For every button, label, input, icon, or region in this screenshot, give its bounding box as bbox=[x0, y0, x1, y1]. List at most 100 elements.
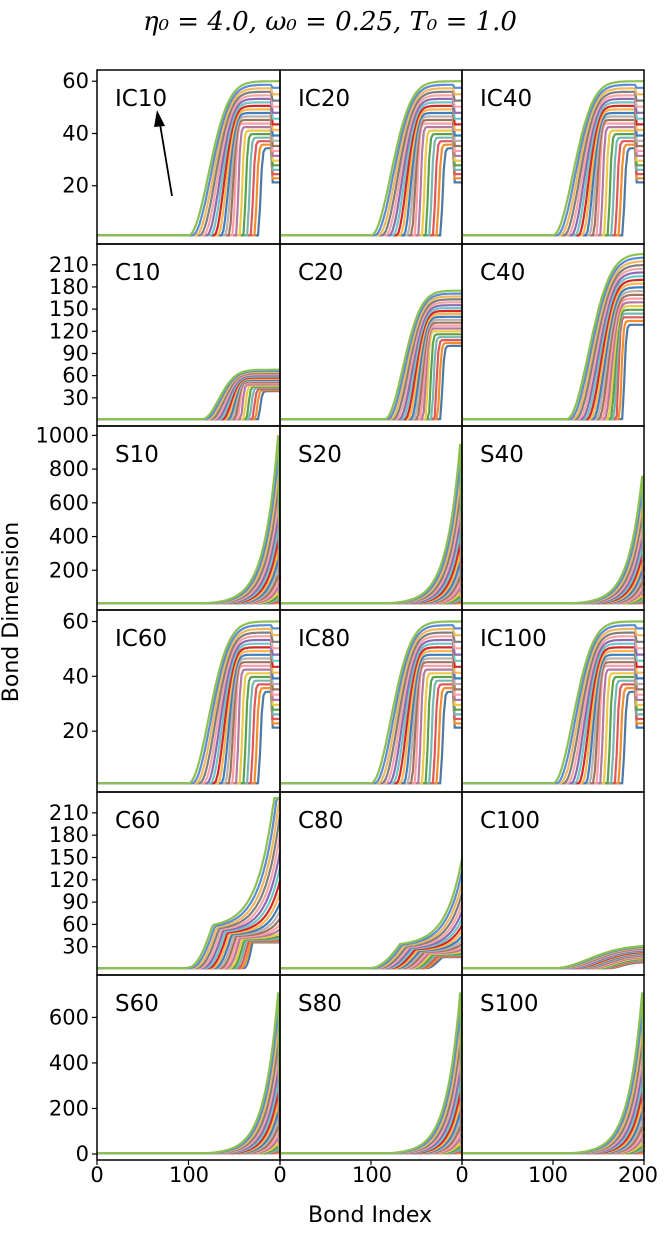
y-tick-label: 120 bbox=[49, 868, 89, 892]
panel-label: S60 bbox=[115, 991, 159, 1017]
chart-panel: S10 200 400 600 800 1000 bbox=[36, 423, 282, 611]
series-line bbox=[280, 1009, 464, 1155]
chart-panel: S60 0 200 400 600 bbox=[49, 974, 282, 1166]
panel-label: C100 bbox=[480, 808, 540, 834]
panel-label: IC40 bbox=[480, 86, 532, 112]
series-line bbox=[280, 443, 464, 605]
y-tick-label: 600 bbox=[49, 491, 89, 515]
series-line bbox=[97, 992, 282, 1155]
series-line bbox=[280, 460, 464, 605]
y-tick-label: 200 bbox=[49, 1096, 89, 1120]
series-line bbox=[280, 140, 462, 237]
panel-label: S40 bbox=[480, 442, 524, 468]
panel-label: S100 bbox=[480, 991, 539, 1017]
y-tick-label: 120 bbox=[49, 319, 89, 343]
series-line bbox=[462, 140, 644, 237]
series-line bbox=[462, 992, 646, 1155]
y-tick-label: 90 bbox=[62, 341, 89, 365]
series-line bbox=[462, 683, 644, 785]
series-line bbox=[97, 796, 280, 970]
y-tick-label: 400 bbox=[49, 1051, 89, 1075]
panel-label: IC100 bbox=[480, 626, 547, 652]
panel-label: C40 bbox=[480, 260, 525, 286]
y-tick-label: 40 bbox=[62, 664, 89, 688]
chart-panel: IC100 bbox=[461, 609, 645, 793]
series-line bbox=[97, 80, 280, 237]
panel-label: C60 bbox=[115, 808, 160, 834]
series-line bbox=[462, 475, 646, 605]
chart-title: η₀ = 4.0, ω₀ = 0.25, T₀ = 1.0 bbox=[143, 7, 517, 37]
y-tick-label: 90 bbox=[62, 890, 89, 914]
chart-panel: IC80 bbox=[279, 609, 463, 793]
x-tick-label: 0 bbox=[90, 1163, 103, 1187]
series-line bbox=[280, 80, 462, 237]
series-line bbox=[280, 683, 462, 785]
x-tick-label: 100 bbox=[528, 1163, 568, 1187]
x-tick-label: 100 bbox=[169, 1163, 209, 1187]
x-axis: 0 100 0 100 0 100 200 bbox=[90, 1163, 658, 1187]
series-line bbox=[97, 1009, 282, 1155]
chart-panel: IC40 bbox=[461, 69, 645, 245]
series-line bbox=[97, 140, 280, 237]
chart-panel: C20 bbox=[279, 243, 463, 427]
x-tick-label: 200 bbox=[618, 1163, 658, 1187]
y-tick-label: 20 bbox=[62, 174, 89, 198]
series-line bbox=[462, 1009, 646, 1155]
panel-label: IC60 bbox=[115, 626, 167, 652]
chart-panel: IC10 20 40 60 bbox=[62, 69, 281, 245]
y-tick-label: 180 bbox=[49, 275, 89, 299]
panel-label: IC80 bbox=[298, 626, 350, 652]
y-tick-label: 60 bbox=[62, 912, 89, 936]
y-tick-label: 400 bbox=[49, 525, 89, 549]
arrow-head bbox=[154, 110, 165, 127]
series-line bbox=[97, 683, 280, 785]
series-line bbox=[97, 435, 282, 605]
panel-label: S80 bbox=[298, 991, 342, 1017]
y-tick-label: 0 bbox=[76, 1142, 89, 1166]
arrow-shaft bbox=[159, 123, 173, 197]
x-axis-label: Bond Index bbox=[308, 1203, 432, 1228]
y-tick-label: 30 bbox=[62, 935, 89, 959]
y-tick-label: 150 bbox=[49, 297, 89, 321]
series-line bbox=[462, 252, 645, 421]
panel-label: S10 bbox=[115, 442, 159, 468]
y-tick-label: 800 bbox=[49, 457, 89, 481]
series-line bbox=[280, 620, 462, 785]
series-line bbox=[97, 892, 282, 970]
y-tick-label: 180 bbox=[49, 823, 89, 847]
y-tick-label: 60 bbox=[62, 364, 89, 388]
y-tick-label: 150 bbox=[49, 845, 89, 869]
series-line bbox=[97, 453, 282, 605]
chart-panel: S100 bbox=[461, 974, 646, 1165]
x-tick-label: 100 bbox=[352, 1163, 392, 1187]
y-tick-label: 200 bbox=[49, 558, 89, 582]
y-axis-label: Bond Dimension bbox=[0, 522, 24, 702]
series-line bbox=[462, 944, 645, 970]
y-tick-label: 30 bbox=[62, 386, 89, 410]
series-line bbox=[280, 289, 462, 421]
chart-panel: S40 bbox=[461, 425, 646, 611]
panel-label: IC20 bbox=[298, 86, 350, 112]
series-line bbox=[462, 620, 644, 785]
series-line bbox=[97, 932, 281, 970]
panel-label: S20 bbox=[298, 442, 342, 468]
y-tick-label: 60 bbox=[62, 69, 89, 93]
chart-panel: S80 bbox=[279, 974, 464, 1165]
chart-panel: C40 bbox=[461, 243, 645, 427]
x-tick-label: 0 bbox=[455, 1163, 468, 1187]
chart-panel: C80 bbox=[279, 791, 464, 976]
chart-panel: S20 bbox=[279, 425, 464, 611]
y-tick-label: 210 bbox=[49, 801, 89, 825]
panel-label: IC10 bbox=[115, 86, 167, 112]
panel-label: C80 bbox=[298, 808, 343, 834]
chart-panel: IC20 bbox=[279, 69, 463, 245]
series-line bbox=[97, 368, 280, 421]
chart-panel: IC60 20 40 60 bbox=[62, 609, 281, 793]
y-tick-label: 20 bbox=[62, 719, 89, 743]
series-line bbox=[462, 80, 644, 237]
y-tick-label: 600 bbox=[49, 1005, 89, 1029]
series-line bbox=[280, 858, 464, 970]
